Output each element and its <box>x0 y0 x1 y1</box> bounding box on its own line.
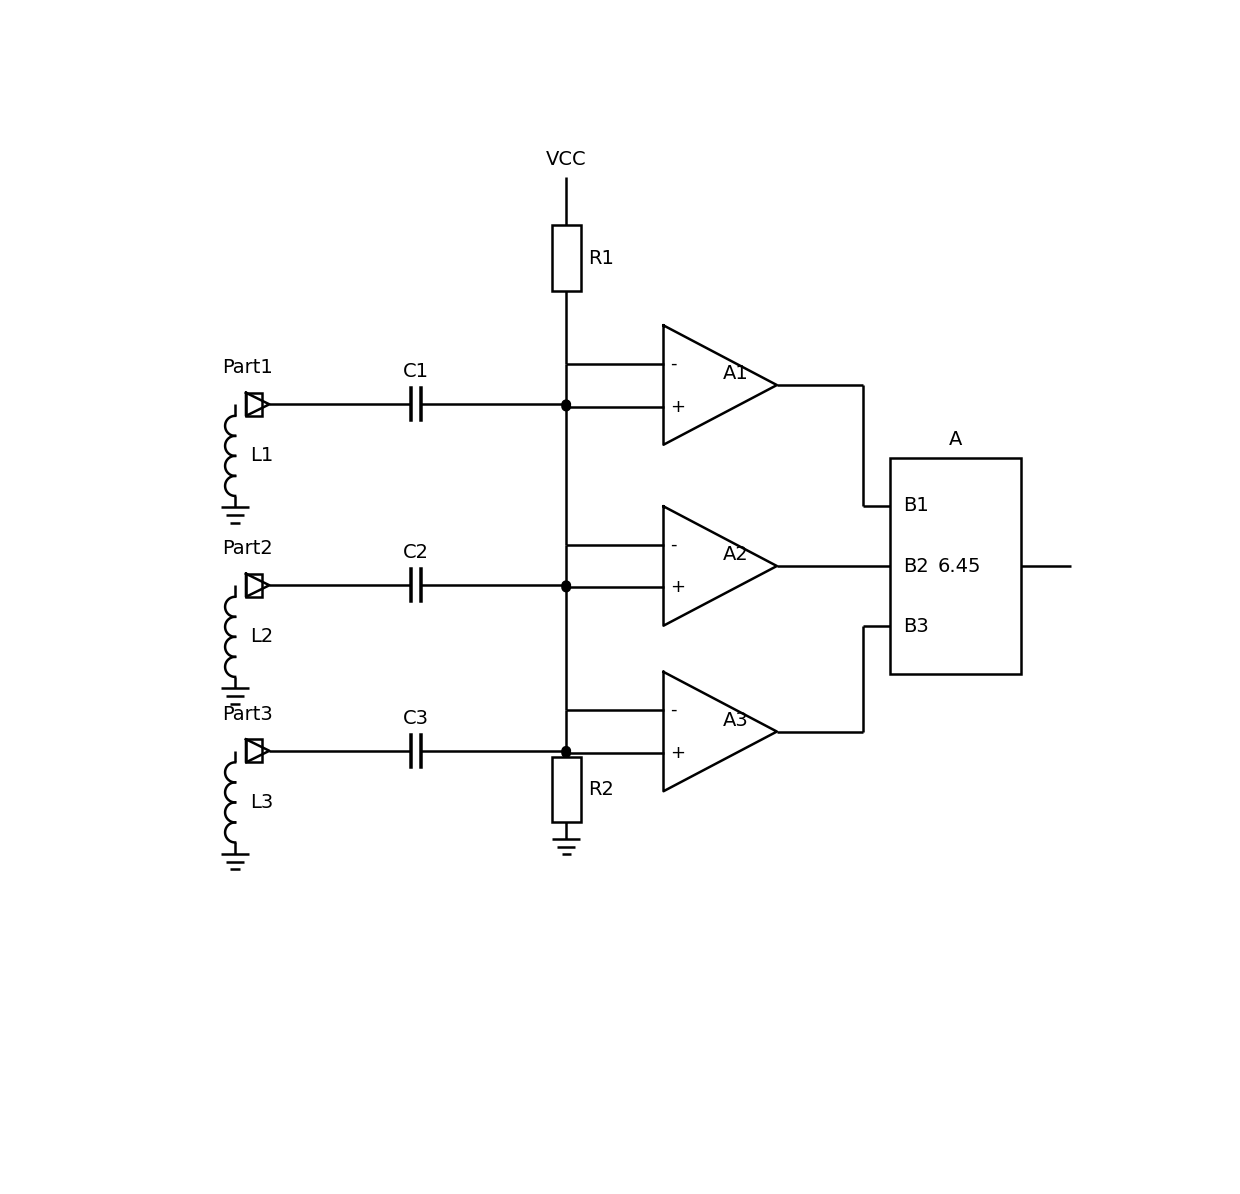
Text: C1: C1 <box>403 362 429 381</box>
Text: A: A <box>949 430 962 449</box>
Text: VCC: VCC <box>546 150 587 170</box>
Circle shape <box>562 746 570 755</box>
Text: C3: C3 <box>403 709 429 727</box>
Text: L1: L1 <box>250 447 274 466</box>
Text: B2: B2 <box>904 556 929 576</box>
Text: -: - <box>670 536 676 554</box>
Text: A1: A1 <box>723 364 749 383</box>
Text: L2: L2 <box>250 627 274 646</box>
Text: 6.45: 6.45 <box>937 556 981 576</box>
Text: C2: C2 <box>403 543 429 562</box>
Text: +: + <box>670 744 684 762</box>
Bar <box>552 757 580 821</box>
Text: L3: L3 <box>250 793 274 812</box>
Circle shape <box>562 400 570 408</box>
Text: R2: R2 <box>588 780 614 799</box>
Text: Part1: Part1 <box>222 358 273 377</box>
Text: Part2: Part2 <box>222 540 273 559</box>
Text: R1: R1 <box>588 248 614 267</box>
Circle shape <box>562 583 570 592</box>
Circle shape <box>562 402 570 411</box>
Circle shape <box>562 581 570 590</box>
Text: +: + <box>670 578 684 597</box>
Text: A3: A3 <box>723 710 749 730</box>
Bar <box>889 458 1021 673</box>
Text: B3: B3 <box>904 617 929 636</box>
Circle shape <box>562 749 570 757</box>
Bar <box>552 226 580 290</box>
Bar <box>246 739 262 762</box>
Text: Part3: Part3 <box>222 704 273 724</box>
Text: -: - <box>670 701 676 719</box>
Text: -: - <box>670 355 676 373</box>
Text: +: + <box>670 398 684 416</box>
Bar <box>246 573 262 597</box>
Text: A2: A2 <box>723 544 749 564</box>
Text: B1: B1 <box>904 497 929 515</box>
Bar <box>246 393 262 416</box>
